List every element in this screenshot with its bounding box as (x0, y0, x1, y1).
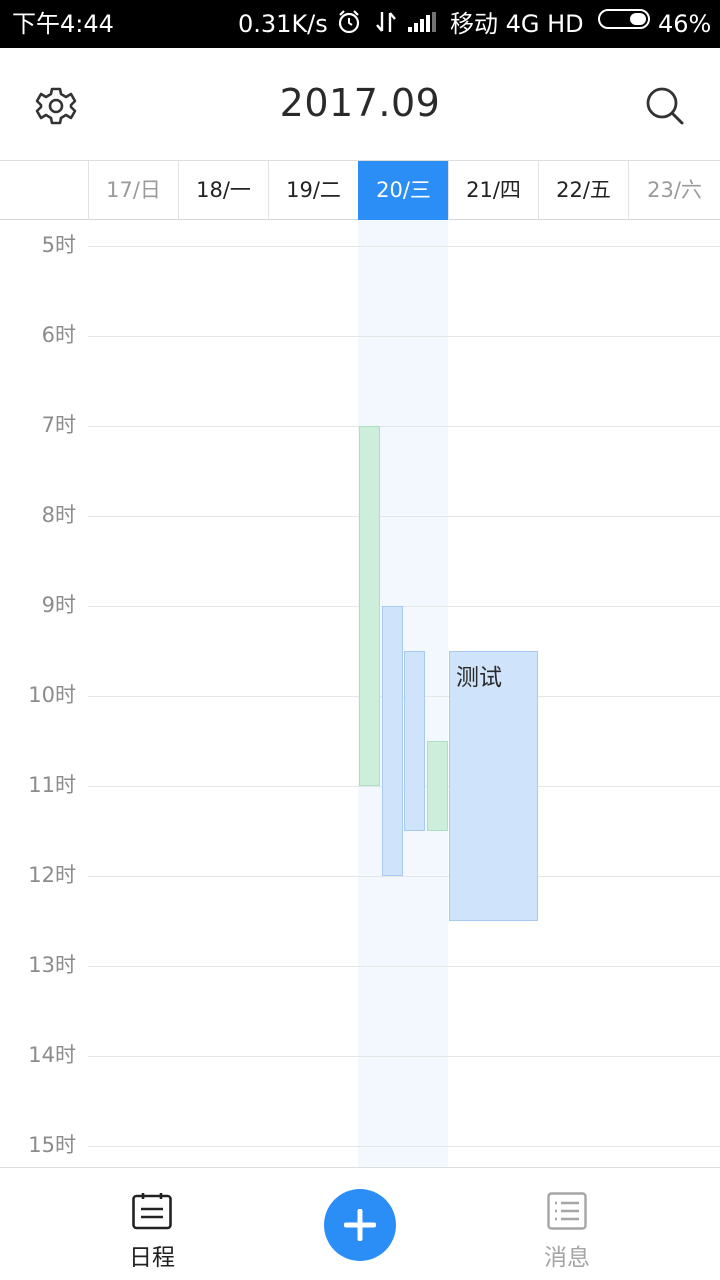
tab-schedule-label: 日程 (129, 1245, 175, 1271)
add-event-button[interactable] (324, 1189, 396, 1261)
data-transfer-icon (374, 9, 398, 42)
event-block[interactable]: 测试 (449, 651, 538, 921)
tab-messages[interactable]: 消息 (507, 1168, 627, 1280)
alarm-icon (336, 9, 362, 42)
tab-messages-label: 消息 (544, 1245, 590, 1271)
bottom-navigation: 日程 消息 (0, 1167, 720, 1280)
hour-line (88, 426, 720, 427)
search-button[interactable] (638, 80, 690, 132)
event-block[interactable] (404, 651, 425, 831)
hour-line (88, 336, 720, 337)
hour-line (88, 606, 720, 607)
hour-label: 14时 (28, 1043, 76, 1067)
signal-icon (408, 9, 438, 39)
calendar-icon (132, 1192, 172, 1230)
day-tab-20[interactable]: 20/三 (358, 161, 448, 220)
day-timeline[interactable]: 5时 6时 7时 8时 9时 10时 11时 12时 13时 14时 15时 测试 (0, 220, 720, 1167)
message-list-icon (547, 1192, 587, 1230)
hour-label: 13时 (28, 953, 76, 977)
hour-label: 10时 (28, 683, 76, 707)
hour-label: 5时 (41, 233, 76, 257)
hour-line (88, 966, 720, 967)
status-net-speed: 0.31K/s (238, 10, 328, 38)
hour-label: 15时 (28, 1133, 76, 1157)
hour-label: 6时 (41, 323, 76, 347)
event-block[interactable] (381, 606, 403, 876)
hour-line (88, 246, 720, 247)
week-day-strip: 17/日 18/一 19/二 20/三 21/四 22/五 23/六 (0, 160, 720, 220)
day-tab-23[interactable]: 23/六 (628, 161, 720, 220)
day-tab-22[interactable]: 22/五 (538, 161, 628, 220)
event-title: 测试 (456, 665, 502, 691)
hour-label: 8时 (41, 503, 76, 527)
status-carrier: 移动 4G HD (450, 10, 584, 38)
hour-line (88, 876, 720, 877)
status-time: 下午4:44 (12, 10, 114, 38)
search-icon (638, 87, 690, 136)
day-tab-18[interactable]: 18/一 (178, 161, 268, 220)
hour-line (88, 1056, 720, 1057)
event-block[interactable] (426, 741, 448, 831)
status-bar: 下午4:44 0.31K/s 移动 4G HD 46% (0, 0, 720, 48)
gear-icon (30, 87, 82, 136)
settings-button[interactable] (30, 80, 82, 132)
hour-label: 9时 (41, 593, 76, 617)
battery-icon (598, 9, 650, 29)
day-tab-17[interactable]: 17/日 (88, 161, 178, 220)
tab-schedule[interactable]: 日程 (92, 1168, 212, 1280)
app-header: 2017.09 (0, 48, 720, 160)
hour-line (88, 1146, 720, 1147)
event-block[interactable] (359, 426, 380, 786)
day-tab-19[interactable]: 19/二 (268, 161, 358, 220)
battery-percent: 46% (658, 10, 712, 38)
hour-label: 11时 (28, 773, 76, 797)
page-title: 2017.09 (279, 81, 441, 125)
hour-label: 7时 (41, 413, 76, 437)
hour-label: 12时 (28, 863, 76, 887)
day-tab-21[interactable]: 21/四 (448, 161, 538, 220)
hour-line (88, 516, 720, 517)
